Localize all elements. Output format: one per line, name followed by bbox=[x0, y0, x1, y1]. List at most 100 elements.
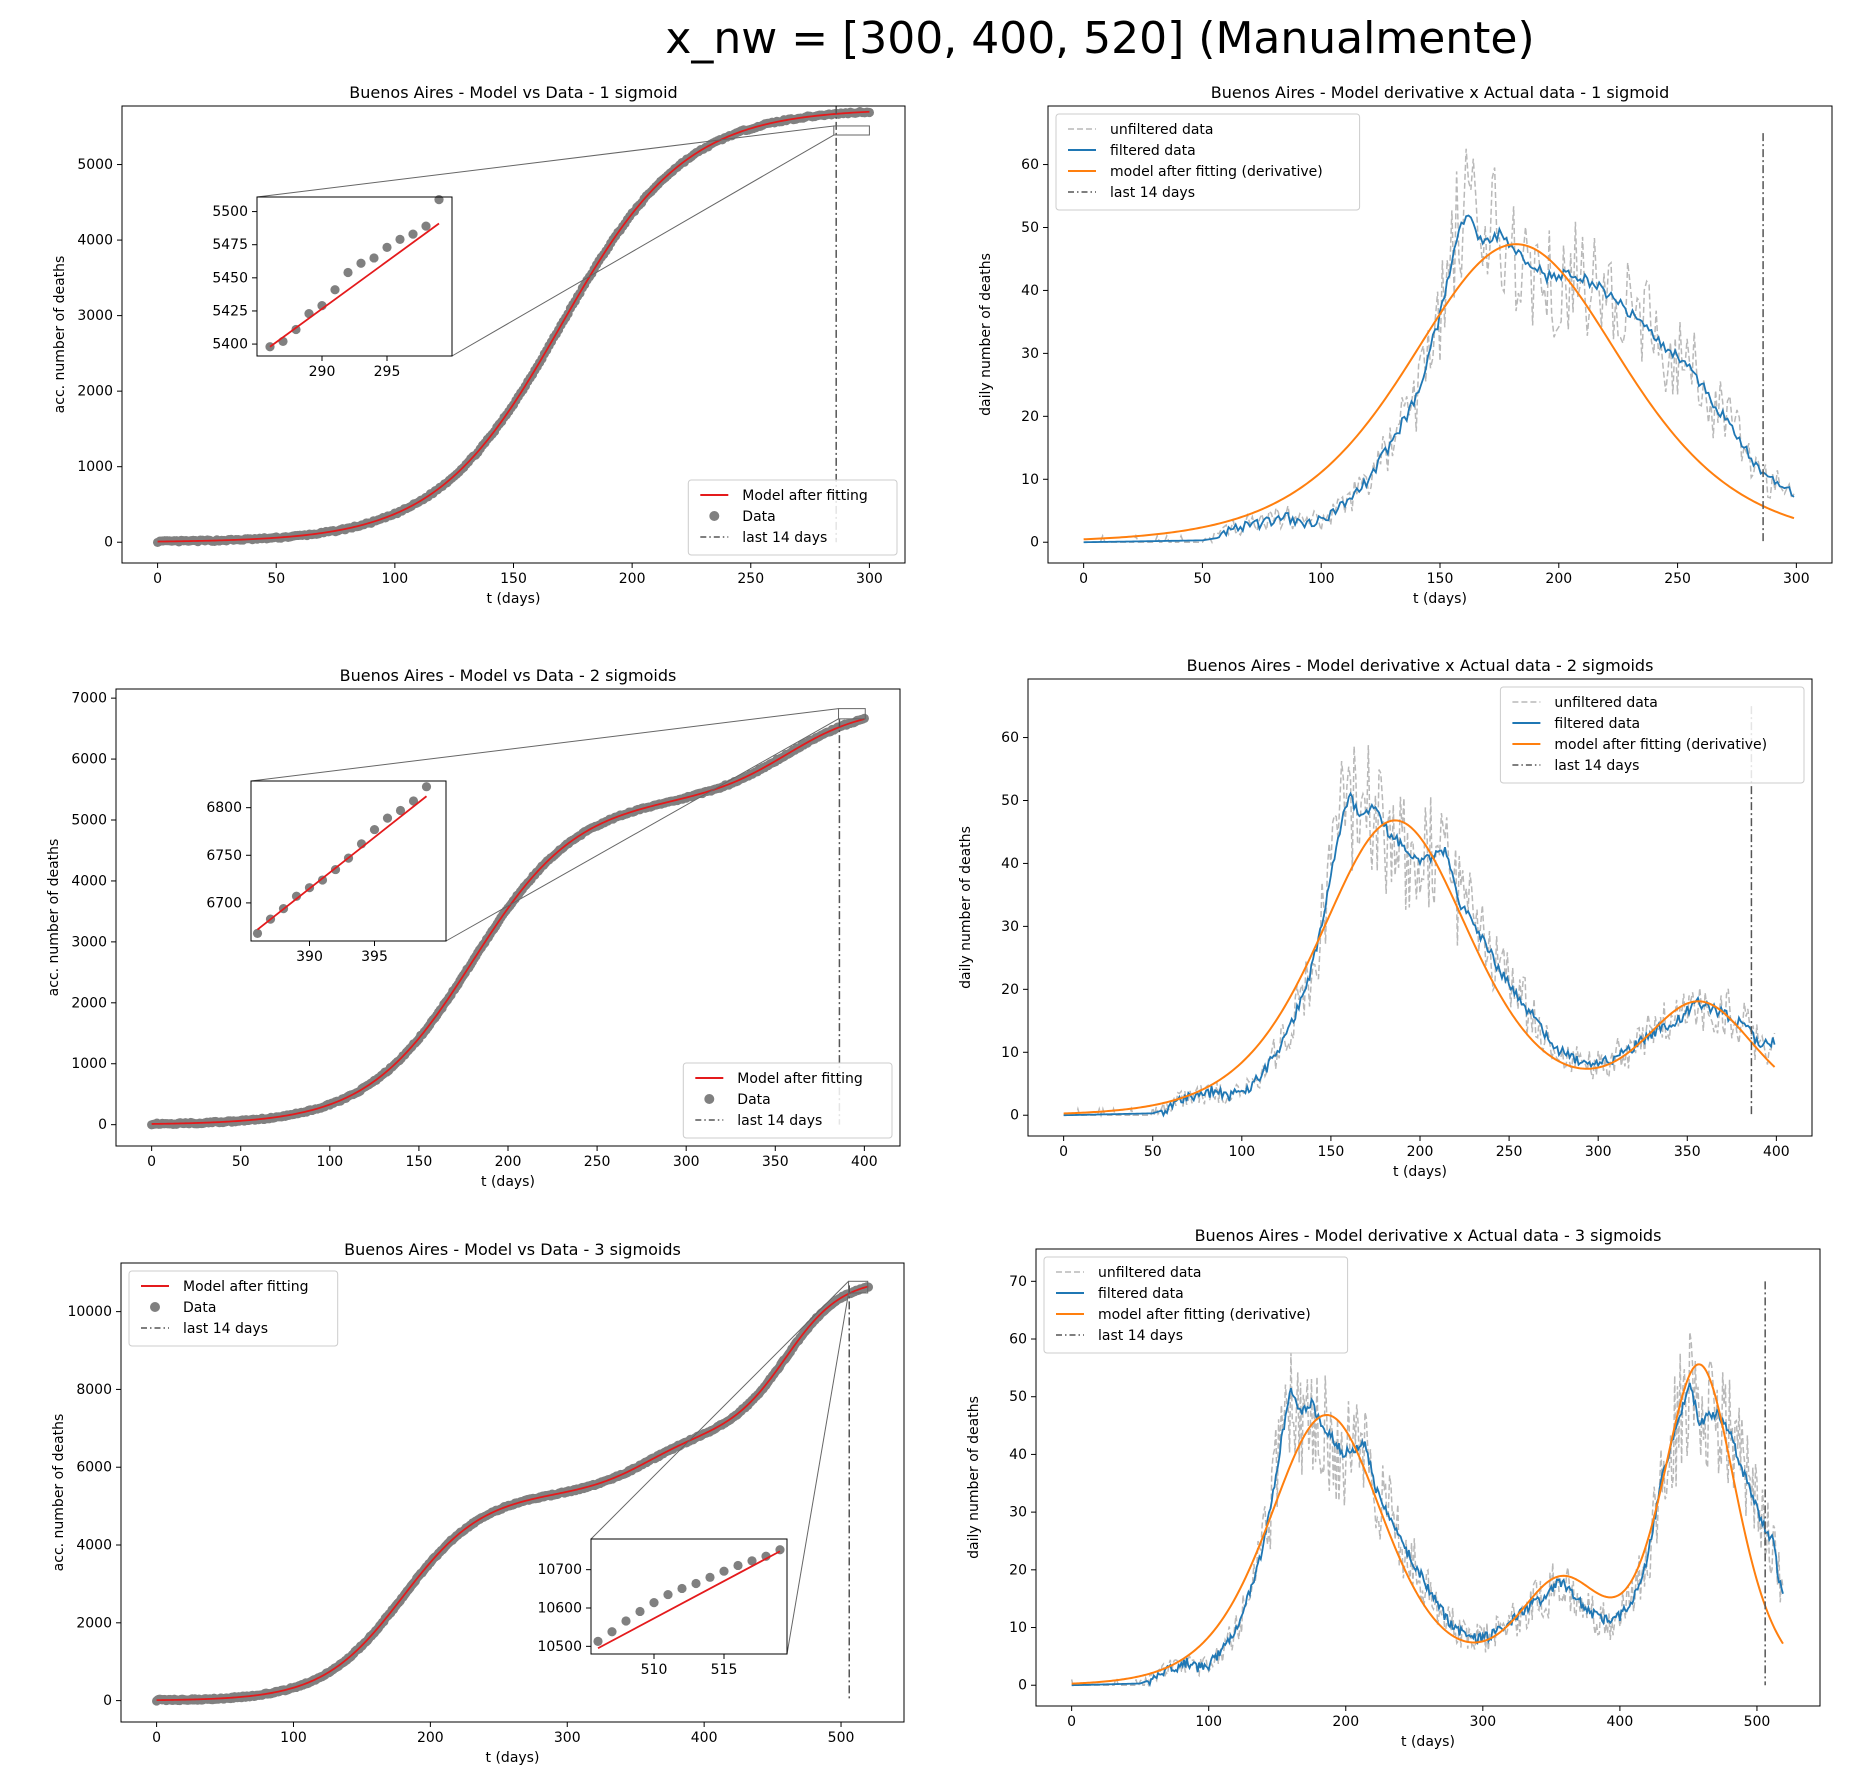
x-tick-label: 150 bbox=[1318, 1144, 1345, 1160]
y-tick-label: 30 bbox=[1021, 346, 1039, 362]
legend-entry-label: last 14 days bbox=[183, 1321, 268, 1337]
x-tick-label: 50 bbox=[232, 1154, 250, 1170]
x-tick-label: 350 bbox=[1674, 1144, 1701, 1160]
legend: Model after fitting Data last 14 days bbox=[687, 479, 898, 556]
y-tick-label: 8000 bbox=[76, 1382, 112, 1398]
legend-box bbox=[1055, 113, 1361, 211]
inset-data-point bbox=[395, 234, 405, 244]
charts-container: 0 50 100 150 200 250 300010002000300040005000B… bbox=[46, 83, 1833, 1766]
legend-entry-label: Data bbox=[737, 1092, 770, 1108]
inset-data-point bbox=[635, 1606, 645, 1617]
x-tick-label: 250 bbox=[1496, 1144, 1523, 1160]
chart-4: 0 50 100 150 200 250 300 350 400 0 10 20 30 40 50 60 Bue… bbox=[958, 656, 1813, 1180]
y-tick-label: 0 bbox=[103, 1693, 112, 1709]
model-line bbox=[157, 110, 870, 543]
axes-frame bbox=[120, 1262, 905, 1723]
y-tick-label: 6700 bbox=[206, 895, 242, 911]
x-tick-label: 300 bbox=[673, 1154, 700, 1170]
zoom-connector bbox=[445, 718, 839, 942]
x-tick-label: 100 bbox=[381, 571, 408, 587]
legend-swatch-data bbox=[709, 511, 720, 521]
x-tick-label: 300 bbox=[1585, 1144, 1612, 1160]
legend-box bbox=[128, 1270, 339, 1347]
x-tick-label: 390 bbox=[296, 949, 323, 965]
x-tick-label: 200 bbox=[619, 571, 646, 587]
chart-3: 0 50 100 150 200 250 300 350 4000100020003000400… bbox=[46, 666, 901, 1190]
axes-frame bbox=[250, 780, 447, 942]
legend-entry-label: last 14 days bbox=[742, 530, 827, 546]
legend-box bbox=[682, 1062, 893, 1139]
y-tick-label: 0 bbox=[1010, 1108, 1019, 1124]
y-tick-label: 5400 bbox=[212, 337, 248, 353]
legend-box bbox=[1043, 1256, 1349, 1354]
inset-model-line bbox=[597, 1550, 781, 1650]
chart-5: 0 100 200 300 400 500 0 2000 4000 6000 8000 10000 Bu… bbox=[51, 1240, 905, 1766]
y-axis-label: daily number of deaths bbox=[966, 1396, 982, 1559]
chart-title: Buenos Aires - Model derivative x Actual… bbox=[1195, 1226, 1662, 1245]
y-tick-label: 4000 bbox=[76, 1538, 112, 1554]
x-tick-label: 395 bbox=[361, 949, 388, 965]
y-tick-label: 20 bbox=[1009, 1562, 1027, 1578]
inset-data-point bbox=[330, 285, 340, 295]
inset-data-point bbox=[677, 1583, 687, 1594]
zoom-connector bbox=[451, 134, 835, 357]
x-tick-label: 200 bbox=[1407, 1144, 1434, 1160]
x-tick-label: 100 bbox=[1228, 1144, 1255, 1160]
inset-data-point bbox=[408, 229, 418, 239]
y-tick-label: 10 bbox=[1021, 472, 1039, 488]
y-tick-label: 10 bbox=[1009, 1620, 1027, 1636]
inset-model-line bbox=[256, 795, 428, 931]
y-tick-label: 2000 bbox=[71, 995, 107, 1011]
y-tick-label: 40 bbox=[1001, 856, 1019, 872]
legend-entry-label: last 14 days bbox=[1098, 1328, 1183, 1344]
inset-data-point bbox=[593, 1636, 603, 1646]
inset-data-point bbox=[434, 195, 444, 205]
legend: unfiltered data filtered data model after … bbox=[1499, 686, 1805, 784]
chart-1: 0 50 100 150 200 250 300010002000300040005000B… bbox=[52, 83, 906, 607]
y-axis-label: daily number of deaths bbox=[958, 826, 974, 989]
axes-frame bbox=[590, 1538, 788, 1655]
filtered-data-line bbox=[1071, 1382, 1784, 1688]
y-tick-label: 0 bbox=[1030, 535, 1039, 551]
x-tick-label: 100 bbox=[316, 1154, 343, 1170]
axes-frame bbox=[1035, 1248, 1821, 1707]
x-tick-label: 100 bbox=[1195, 1714, 1222, 1730]
y-tick-label: 10000 bbox=[67, 1304, 112, 1320]
x-tick-label: 0 bbox=[152, 1730, 161, 1746]
legend-entry-label: Model after fitting bbox=[737, 1071, 863, 1087]
inset-data-point bbox=[761, 1551, 771, 1561]
x-tick-label: 400 bbox=[851, 1154, 878, 1170]
y-tick-label: 5450 bbox=[212, 270, 248, 286]
model-derivative-line bbox=[1071, 1363, 1784, 1685]
y-tick-label: 60 bbox=[1021, 157, 1039, 173]
inset-data-point bbox=[408, 796, 419, 806]
zoom-region bbox=[848, 1280, 869, 1294]
y-tick-label: 6800 bbox=[206, 800, 242, 816]
y-tick-label: 50 bbox=[1021, 220, 1039, 236]
inset-data-point bbox=[356, 258, 366, 268]
legend-entry-label: last 14 days bbox=[1554, 758, 1639, 774]
legend-entry-label: last 14 days bbox=[737, 1113, 822, 1129]
x-tick-label: 300 bbox=[1783, 571, 1810, 587]
x-tick-label: 515 bbox=[711, 1662, 738, 1678]
y-tick-label: 5000 bbox=[71, 813, 107, 829]
axes-frame bbox=[256, 196, 453, 357]
x-tick-label: 0 bbox=[1067, 1714, 1076, 1730]
x-tick-label: 150 bbox=[500, 571, 527, 587]
y-tick-label: 5425 bbox=[212, 303, 248, 319]
legend: unfiltered data filtered data model after … bbox=[1055, 113, 1361, 211]
figure-suptitle: x_nw = [300, 400, 520] (Manualmente) bbox=[665, 13, 1534, 64]
x-tick-label: 300 bbox=[1469, 1714, 1496, 1730]
legend-entry-label: model after fitting (derivative) bbox=[1098, 1307, 1311, 1323]
inset-data-point bbox=[382, 813, 393, 823]
x-axis-label: t (days) bbox=[1401, 1734, 1455, 1750]
x-axis-label: t (days) bbox=[481, 1174, 535, 1190]
y-tick-label: 10700 bbox=[537, 1562, 582, 1578]
legend-entry-label: Data bbox=[742, 509, 775, 525]
y-tick-label: 6750 bbox=[206, 848, 242, 864]
inset-data-point bbox=[369, 824, 380, 835]
y-tick-label: 5000 bbox=[77, 157, 113, 173]
y-tick-label: 1000 bbox=[71, 1056, 107, 1072]
y-tick-label: 30 bbox=[1001, 919, 1019, 935]
x-tick-label: 200 bbox=[1332, 1714, 1359, 1730]
